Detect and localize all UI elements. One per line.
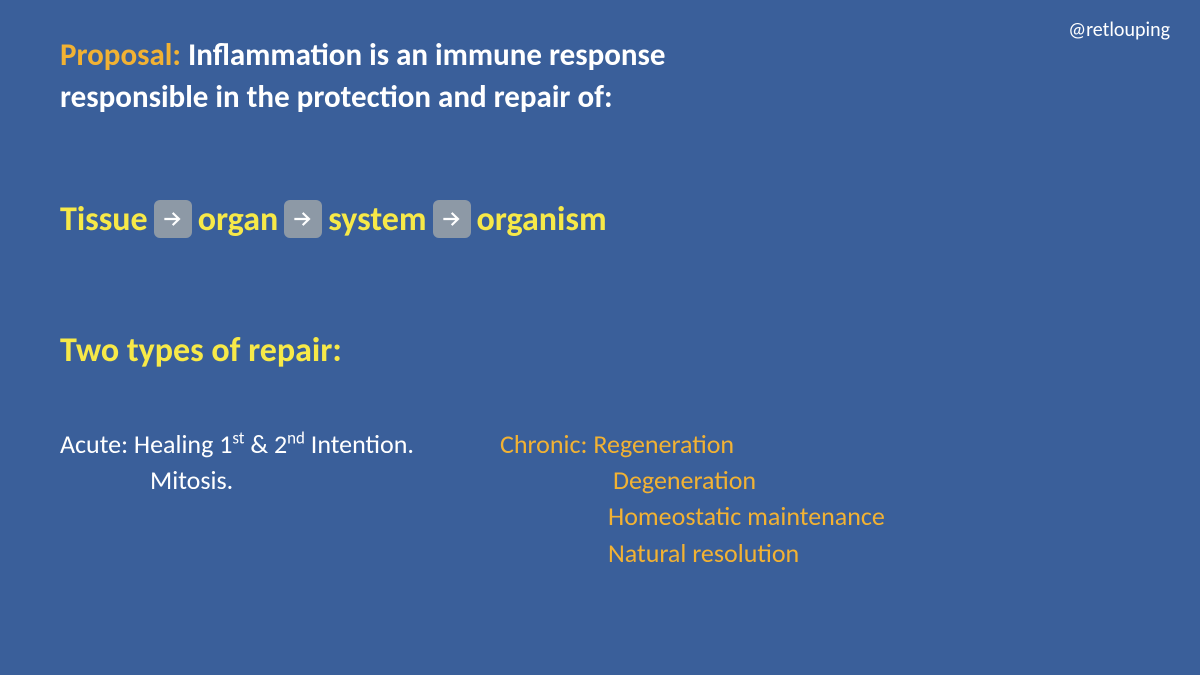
hierarchy-chain: Tissue organ system organism [60, 199, 1140, 240]
repair-columns: Acute: Healing 1st & 2nd Intention. Mito… [60, 426, 1140, 572]
acute-mid: & 2 [244, 428, 287, 460]
proposal-text: Proposal: Inflammation is an immune resp… [60, 35, 1140, 119]
arrow-right-icon [433, 200, 471, 238]
chronic-item: Natural resolution [500, 535, 885, 571]
acute-line1: Acute: Healing 1st & 2nd Intention. [60, 426, 500, 462]
acute-column: Acute: Healing 1st & 2nd Intention. Mito… [60, 426, 500, 572]
repair-heading: Two types of repair: [60, 330, 1140, 371]
hierarchy-item: system [328, 199, 426, 240]
arrow-right-icon [154, 200, 192, 238]
proposal-label: Proposal: [60, 36, 181, 74]
hierarchy-item: Tissue [60, 199, 148, 240]
proposal-line2: responsible in the protection and repair… [60, 78, 613, 116]
acute-prefix: Acute: Healing 1 [60, 428, 232, 460]
chronic-label: Chronic: [500, 428, 593, 460]
hierarchy-item: organism [477, 199, 607, 240]
hierarchy-item: organ [198, 199, 279, 240]
chronic-item: Degeneration [500, 462, 885, 498]
acute-line2: Mitosis. [60, 462, 500, 498]
chronic-column: Chronic: Regeneration Degeneration Homeo… [500, 426, 885, 572]
proposal-line1: Inflammation is an immune response [181, 36, 666, 74]
author-handle: @retlouping [1068, 18, 1170, 42]
chronic-item: Homeostatic maintenance [500, 498, 885, 534]
acute-sup2: nd [287, 427, 305, 448]
slide-content: Proposal: Inflammation is an immune resp… [0, 0, 1200, 571]
chronic-item: Regeneration [593, 428, 734, 460]
acute-sup1: st [232, 427, 244, 448]
acute-suffix: Intention. [305, 428, 414, 460]
arrow-right-icon [284, 200, 322, 238]
